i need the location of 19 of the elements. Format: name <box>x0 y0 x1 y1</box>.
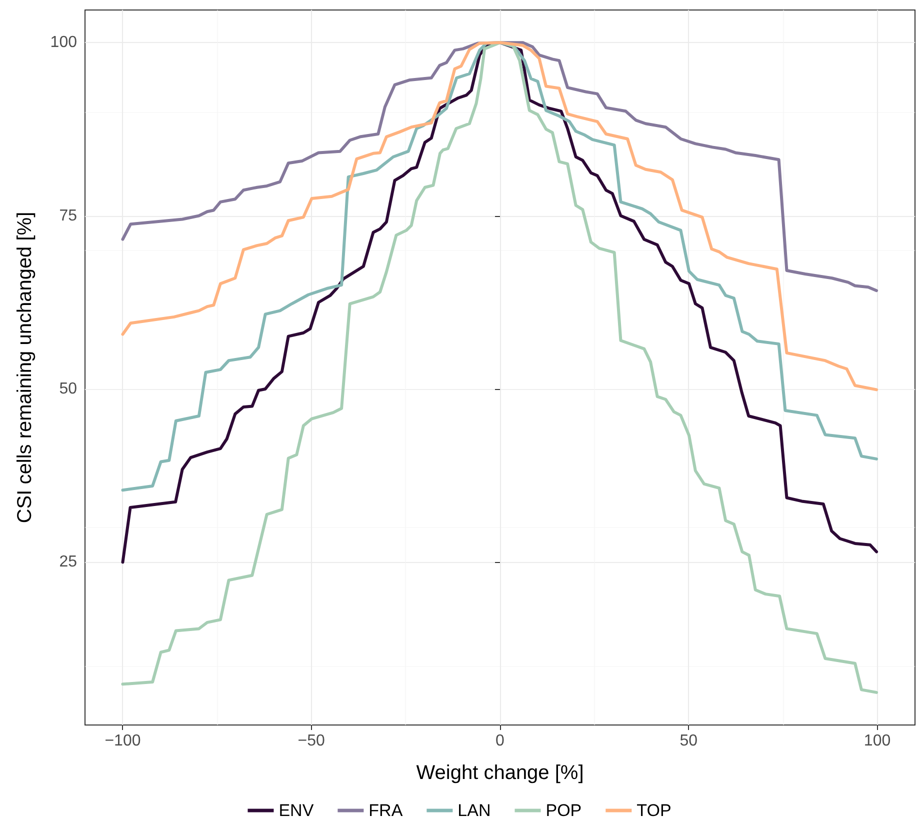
legend-label: LAN <box>458 801 491 820</box>
x-axis-title: Weight change [%] <box>416 762 584 784</box>
y-axis-title: CSI cells remaining unchanged [%] <box>14 212 36 524</box>
x-tick-label: −100 <box>104 732 141 750</box>
y-tick-label: 100 <box>50 34 78 52</box>
legend-label: ENV <box>278 801 314 820</box>
line-series <box>121 41 878 292</box>
legend-label: POP <box>546 801 582 820</box>
x-tick-label: −50 <box>298 732 326 750</box>
legend-label: TOP <box>636 801 672 820</box>
x-tick-label: 50 <box>680 732 698 750</box>
legend-label: FRA <box>368 801 404 820</box>
line-series <box>121 41 878 694</box>
line-series <box>121 41 878 392</box>
x-tick-label: 0 <box>496 732 505 750</box>
x-tick-label: 100 <box>864 732 891 750</box>
y-tick-label: 25 <box>59 554 78 571</box>
y-tick-label: 50 <box>59 380 78 398</box>
y-tick-label: 75 <box>59 207 78 224</box>
